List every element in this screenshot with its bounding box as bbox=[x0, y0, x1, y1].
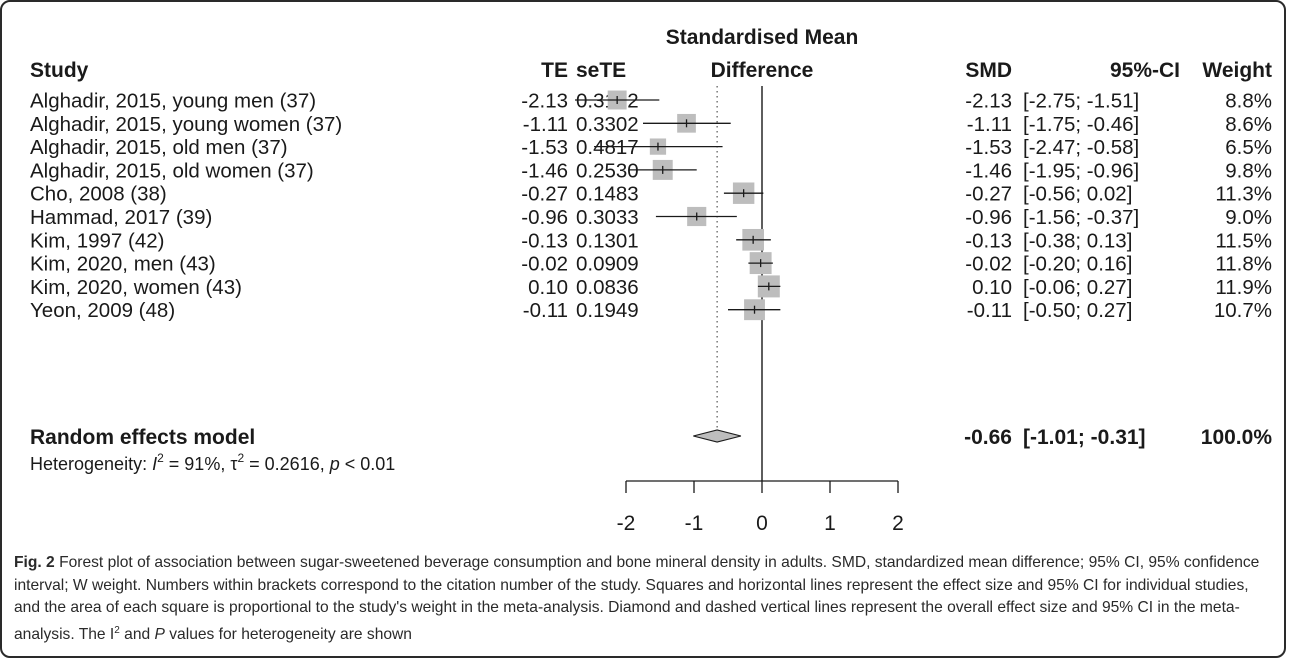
study-sete: 0.2530 bbox=[576, 159, 639, 182]
study-te: -0.02 bbox=[521, 253, 568, 276]
study-sete: 0.3162 bbox=[576, 90, 639, 113]
caption-text-end: values for heterogeneity are shown bbox=[164, 625, 412, 643]
study-smd: -0.13 bbox=[965, 229, 1012, 252]
study-te: -1.46 bbox=[521, 159, 568, 182]
x-axis-tick-label: 1 bbox=[824, 512, 836, 535]
study-te: -2.13 bbox=[521, 90, 568, 113]
study-ci: [-0.56; 0.02] bbox=[1023, 183, 1132, 206]
study-weight: 8.6% bbox=[1225, 113, 1272, 136]
study-weight: 11.5% bbox=[1215, 229, 1272, 252]
caption-text-mid: and bbox=[119, 625, 155, 643]
header-weight: Weight bbox=[1202, 59, 1272, 82]
header-sete: seTE bbox=[576, 59, 626, 82]
pooled-label: Random effects model bbox=[30, 426, 255, 449]
study-weight: 10.7% bbox=[1214, 299, 1272, 322]
study-smd: -1.46 bbox=[965, 159, 1012, 182]
study-label: Kim, 1997 (42) bbox=[30, 229, 164, 252]
pooled-smd: -0.66 bbox=[964, 426, 1012, 449]
study-label: Alghadir, 2015, young women (37) bbox=[30, 113, 342, 136]
heterogeneity-text: Heterogeneity: I2 = 91%, τ2 = 0.2616, p … bbox=[30, 451, 395, 474]
pooled-diamond bbox=[693, 429, 742, 443]
heterogeneity-tau-symbol: τ bbox=[230, 454, 237, 474]
heterogeneity-i-symbol: I bbox=[152, 454, 157, 474]
study-sete: 0.1301 bbox=[576, 229, 639, 252]
study-te: -0.13 bbox=[521, 229, 568, 252]
study-weight: 9.0% bbox=[1225, 206, 1272, 229]
figure-caption: Fig. 2 Forest plot of association betwee… bbox=[14, 552, 1276, 646]
study-te: -1.11 bbox=[523, 113, 568, 136]
study-te: -0.11 bbox=[523, 299, 568, 322]
forest-plot: Study TE seTE Standardised Mean Difference SM… bbox=[30, 26, 1273, 535]
header-te: TE bbox=[541, 59, 568, 82]
study-smd: -1.53 bbox=[965, 136, 1012, 159]
pooled-ci: [-1.01; -0.31] bbox=[1023, 426, 1146, 449]
study-weight: 11.9% bbox=[1215, 276, 1272, 299]
study-smd: -0.27 bbox=[965, 183, 1012, 206]
study-smd: -2.13 bbox=[965, 90, 1012, 113]
study-sete: 0.0836 bbox=[576, 276, 639, 299]
x-axis-tick-label: 2 bbox=[892, 512, 904, 535]
study-ci: [-1.75; -0.46] bbox=[1023, 113, 1139, 136]
study-ci: [-1.95; -0.96] bbox=[1023, 159, 1139, 182]
caption-i-exponent: 2 bbox=[114, 624, 120, 636]
study-label: Kim, 2020, women (43) bbox=[30, 276, 242, 299]
study-weight: 11.3% bbox=[1215, 183, 1272, 206]
header-smd-title-line1: Standardised Mean bbox=[666, 26, 859, 49]
study-label: Yeon, 2009 (48) bbox=[30, 299, 175, 322]
heterogeneity-i-exponent: 2 bbox=[157, 451, 164, 465]
study-sete: 0.3033 bbox=[576, 206, 639, 229]
study-te: -1.53 bbox=[521, 136, 568, 159]
study-sete: 0.3302 bbox=[576, 113, 639, 136]
study-ci: [-0.38; 0.13] bbox=[1023, 229, 1132, 252]
study-label: Cho, 2008 (38) bbox=[30, 183, 167, 206]
study-weight: 8.8% bbox=[1225, 90, 1272, 113]
x-axis-tick-label: 0 bbox=[756, 512, 768, 535]
study-ci: [-0.06; 0.27] bbox=[1023, 276, 1132, 299]
study-smd: -1.11 bbox=[967, 113, 1012, 136]
caption-p-symbol: P bbox=[154, 625, 165, 643]
study-sete: 0.1483 bbox=[576, 183, 639, 206]
header-smd-title-line2: Difference bbox=[711, 59, 814, 82]
x-axis-tick-label: -1 bbox=[685, 512, 704, 535]
study-ci: [-2.75; -1.51] bbox=[1023, 90, 1139, 113]
heterogeneity-p-symbol: p bbox=[329, 454, 340, 474]
study-label: Hammad, 2017 (39) bbox=[30, 206, 212, 229]
study-weight: 9.8% bbox=[1225, 159, 1272, 182]
study-label: Kim, 2020, men (43) bbox=[30, 253, 216, 276]
heterogeneity-tau-exponent: 2 bbox=[237, 451, 244, 465]
study-te: -0.27 bbox=[521, 183, 568, 206]
study-label: Alghadir, 2015, old men (37) bbox=[30, 136, 288, 159]
caption-label: Fig. 2 bbox=[14, 554, 55, 571]
study-sete: 0.0909 bbox=[576, 253, 639, 276]
study-sete: 0.1949 bbox=[576, 299, 639, 322]
study-weight: 6.5% bbox=[1225, 136, 1272, 159]
study-ci: [-0.20; 0.16] bbox=[1023, 253, 1132, 276]
study-sete: 0.4817 bbox=[576, 136, 639, 159]
study-smd: 0.10 bbox=[972, 276, 1012, 299]
study-label: Alghadir, 2015, old women (37) bbox=[30, 159, 314, 182]
study-smd: -0.11 bbox=[967, 299, 1012, 322]
study-smd: -0.96 bbox=[965, 206, 1012, 229]
study-ci: [-0.50; 0.27] bbox=[1023, 299, 1132, 322]
pooled-weight: 100.0% bbox=[1201, 426, 1273, 449]
study-weight: 11.8% bbox=[1215, 253, 1272, 276]
x-axis-tick-label: -2 bbox=[617, 512, 636, 535]
study-te: 0.10 bbox=[528, 276, 568, 299]
heterogeneity-prefix: Heterogeneity: bbox=[30, 454, 152, 474]
heterogeneity-i-value: = 91%, bbox=[164, 454, 231, 474]
header-smd: SMD bbox=[965, 59, 1012, 82]
study-ci: [-2.47; -0.58] bbox=[1023, 136, 1139, 159]
study-ci: [-1.56; -0.37] bbox=[1023, 206, 1139, 229]
caption-text: Forest plot of association between sugar… bbox=[14, 554, 1260, 643]
study-te: -0.96 bbox=[521, 206, 568, 229]
heterogeneity-p-value: < 0.01 bbox=[340, 454, 396, 474]
heterogeneity-tau-value: = 0.2616, bbox=[244, 454, 330, 474]
header-study: Study bbox=[30, 59, 89, 82]
study-label: Alghadir, 2015, young men (37) bbox=[30, 90, 316, 113]
study-smd: -0.02 bbox=[965, 253, 1012, 276]
header-ci: 95%-CI bbox=[1110, 59, 1180, 82]
